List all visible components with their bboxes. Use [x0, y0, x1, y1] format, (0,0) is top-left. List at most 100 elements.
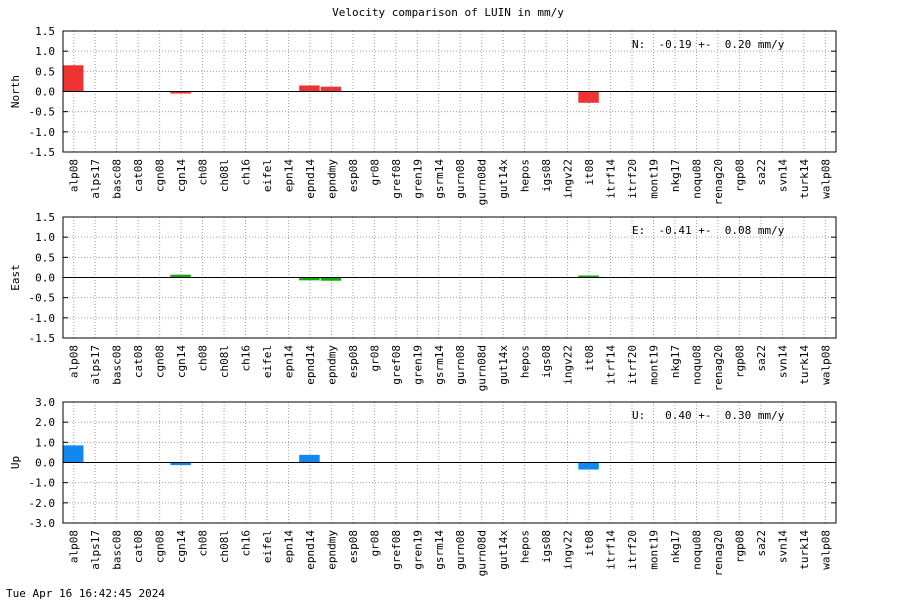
bar-east-epnd14 [299, 277, 320, 281]
bar-east-epndmy [320, 277, 342, 281]
x-tick-label: cat08 [132, 159, 145, 192]
x-tick-label: gsrm14 [433, 530, 446, 570]
x-tick-label: itrf20 [626, 159, 639, 199]
x-tick-label: cgn14 [175, 159, 188, 192]
x-tick-label: gren19 [411, 345, 424, 385]
y-tick-label: -3.0 [29, 517, 56, 530]
bar-north-alp08 [63, 65, 84, 92]
y-tick-label: 0.5 [35, 65, 55, 78]
x-tick-label: sa22 [755, 530, 768, 557]
y-tick-label: 0.5 [35, 251, 55, 264]
x-tick-label: cgn08 [154, 159, 167, 192]
bar-north-epnd14 [299, 85, 320, 92]
x-tick-label: gurn08d [476, 530, 489, 576]
x-tick-label: rgp08 [733, 345, 746, 378]
panel-east: 1.5 1.0 0.5 0.0 -0.5 -1.0 -1.5 alp08 alps17 basc0… [9, 211, 837, 391]
x-tick-label: gurn08 [454, 530, 467, 570]
x-tick-label: turk14 [798, 159, 811, 199]
x-tick-label: epndmy [325, 159, 338, 199]
x-tick-label: nkg17 [669, 159, 682, 192]
x-tick-label: sa22 [755, 345, 768, 372]
x-tick-label: gren19 [411, 530, 424, 570]
x-tick-label: gref08 [390, 530, 403, 570]
y-tick-label: -2.0 [29, 497, 56, 510]
x-tick-label: ch08 [197, 345, 210, 372]
x-tick-label: epndmy [325, 345, 338, 385]
y-axis-label: Up [9, 456, 22, 469]
x-tick-label: ingv22 [562, 345, 575, 385]
x-tick-label: gurn08d [476, 159, 489, 205]
panel-up: 3.0 2.0 1.0 0.0 -1.0 -2.0 -3.0 alp08 alps17 basc0… [9, 396, 837, 576]
y-tick-label: -1.5 [29, 332, 56, 345]
panel-annotation: N: -0.19 +- 0.20 mm/y [632, 38, 785, 51]
y-axis-label: North [9, 75, 22, 108]
x-tick-label: eifel [261, 159, 274, 192]
x-tick-label: gren19 [411, 159, 424, 199]
x-tick-label: hepos [519, 530, 532, 563]
x-tick-label: gurn08 [454, 159, 467, 199]
x-tick-label: mont19 [647, 345, 660, 385]
bar-up-cgn14 [170, 462, 191, 466]
x-tick-label: nkg17 [669, 345, 682, 378]
timestamp: Tue Apr 16 16:42:45 2024 [6, 587, 165, 600]
x-tick-label: esp08 [347, 345, 360, 378]
bar-north-epndmy [320, 86, 342, 92]
x-tick-label: turk14 [798, 345, 811, 385]
y-tick-label: 0.0 [35, 86, 55, 99]
x-tick-label: alp08 [68, 345, 81, 378]
x-tick-label: gurn08d [476, 345, 489, 391]
x-tick-label: basc08 [111, 345, 124, 385]
x-tick-label: hepos [519, 345, 532, 378]
panel-annotation: U: 0.40 +- 0.30 mm/y [632, 409, 785, 422]
x-tick-label: eifel [261, 345, 274, 378]
x-tick-label: ingv22 [562, 530, 575, 570]
x-tick-label: gsrm14 [433, 345, 446, 385]
x-tick-label: gut14x [497, 345, 510, 385]
x-tick-label: epndmy [325, 530, 338, 570]
x-tick-label: alp08 [68, 159, 81, 192]
x-tick-label: cgn14 [175, 345, 188, 378]
x-tick-label: igs08 [540, 345, 553, 378]
y-tick-label: -1.0 [29, 312, 56, 325]
y-tick-label: 1.5 [35, 25, 55, 38]
x-tick-label: gut14x [497, 159, 510, 199]
x-tick-label: ch08l [218, 345, 231, 378]
x-tick-label: eifel [261, 530, 274, 563]
x-tick-label: noqu08 [690, 345, 703, 385]
x-tick-label: svn14 [776, 159, 789, 192]
x-tick-label: renag20 [712, 530, 725, 576]
x-tick-label: epnd14 [304, 159, 317, 199]
x-tick-label: alp08 [68, 530, 81, 563]
y-tick-label: 1.0 [35, 231, 55, 244]
x-tick-label: itrf14 [605, 345, 618, 385]
x-tick-label: mont19 [647, 530, 660, 570]
x-tick-label: turk14 [798, 530, 811, 570]
x-tick-label: it08 [583, 530, 596, 557]
x-tick-label: alps17 [89, 345, 102, 385]
y-tick-label: 2.0 [35, 416, 55, 429]
x-tick-label: ch08 [197, 159, 210, 186]
x-tick-label: ch16 [240, 530, 253, 557]
plot-frame [62, 30, 837, 153]
x-tick-label: itrf20 [626, 345, 639, 385]
x-tick-label: epnd14 [304, 530, 317, 570]
x-tick-label: epn14 [282, 530, 295, 563]
chart-title: Velocity comparison of LUIN in mm/y [332, 6, 564, 19]
y-tick-label: -0.5 [29, 106, 56, 119]
x-tick-label: gurn08 [454, 345, 467, 385]
x-tick-label: cat08 [132, 345, 145, 378]
x-tick-label: noqu08 [690, 159, 703, 199]
panel-annotation: E: -0.41 +- 0.08 mm/y [632, 224, 785, 237]
x-tick-label: ch08 [197, 530, 210, 557]
x-tick-label: renag20 [712, 345, 725, 391]
bar-east-cgn14 [170, 274, 191, 278]
y-tick-label: -1.0 [29, 126, 56, 139]
x-tick-label: hepos [519, 159, 532, 192]
x-tick-label: renag20 [712, 159, 725, 205]
x-tick-label: gref08 [390, 159, 403, 199]
x-tick-label: svn14 [776, 345, 789, 378]
y-tick-label: 0.0 [35, 457, 55, 470]
y-tick-label: 3.0 [35, 396, 55, 409]
y-tick-label: 1.0 [35, 436, 55, 449]
x-tick-label: it08 [583, 345, 596, 372]
